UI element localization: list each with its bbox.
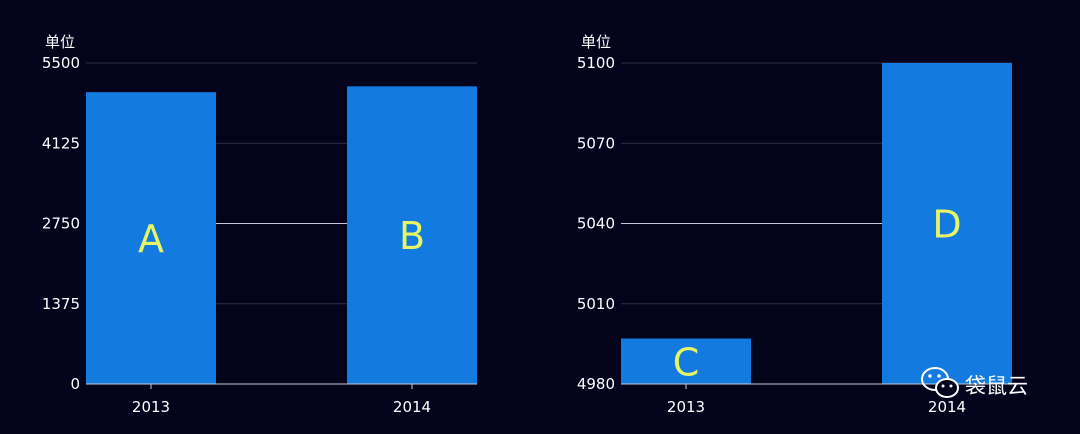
chart2-y-tick-label: 5040: [577, 215, 615, 233]
chart1-bar-label-B: B: [399, 214, 425, 258]
chart2-x-tick-label: 2013: [667, 398, 705, 416]
chart1-y-tick-label: 4125: [42, 134, 80, 152]
chart1-x-tick-label: 2013: [132, 398, 170, 416]
chart1-y-tick-label: 2750: [42, 215, 80, 233]
chart1-bar-2014: [347, 86, 477, 384]
chart1-unit-label: 单位: [45, 33, 75, 51]
wechat-icon: [921, 367, 959, 398]
chart2-y-tick-label: 5100: [577, 54, 615, 72]
chart1-y-tick-label: 0: [70, 375, 80, 393]
chart1-y-tick-label: 1375: [42, 295, 80, 313]
chart2-bar-label-D: D: [932, 203, 961, 247]
chart1-bar-2013: [86, 92, 216, 384]
chart2-y-tick-label: 5070: [577, 134, 615, 152]
chart2-y-tick-label: 5010: [577, 295, 615, 313]
chart1-bar-label-A: A: [138, 217, 164, 261]
chart2-x-tick-label: 2014: [928, 398, 966, 416]
chart2-unit-label: 单位: [581, 33, 611, 51]
chart2-bar-2014: [882, 63, 1012, 384]
chart1-x-tick-label: 2014: [393, 398, 431, 416]
chart2-y-tick-label: 4980: [577, 375, 615, 393]
chart2-bar-label-C: C: [673, 340, 700, 384]
chart1-y-tick-label: 5500: [42, 54, 80, 72]
chart2-bar-2013: [621, 338, 751, 384]
watermark-text: 袋鼠云: [965, 374, 1028, 398]
